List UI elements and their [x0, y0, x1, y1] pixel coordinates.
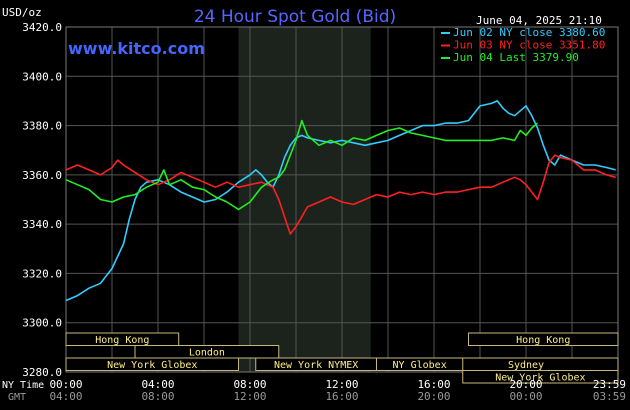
- y-axis-unit-label: USD/oz: [2, 6, 42, 19]
- market-box: [65, 357, 239, 371]
- shaded-session: [238, 27, 371, 372]
- y-tick-label: 3340.0: [22, 218, 62, 231]
- market-box: [65, 332, 180, 346]
- x-tick-label-gmt: 16:00: [325, 390, 358, 403]
- y-tick-label: 3380.0: [22, 120, 62, 133]
- x-tick-label-ny: 08:00: [233, 378, 266, 391]
- x-tick-label-ny: 12:00: [325, 378, 358, 391]
- series-line-3: [65, 119, 539, 211]
- x-tick-label-gmt: 00:00: [509, 390, 542, 403]
- market-box: [462, 370, 619, 384]
- y-tick-label: 3300.0: [22, 317, 62, 330]
- market-label: Hong Kong: [95, 335, 149, 346]
- x-tick-label-ny: 00:00: [49, 378, 82, 391]
- chart-title: 24 Hour Spot Gold (Bid): [194, 7, 396, 27]
- legend-label: Jun 04 Last 3379.90: [453, 51, 579, 64]
- gmt-label: GMT: [8, 392, 26, 403]
- y-tick-label: 3400.0: [22, 70, 62, 83]
- timestamp-label: June 04, 2025 21:10: [476, 14, 602, 27]
- x-tick-label-gmt: 12:00: [233, 390, 266, 403]
- x-tick-label-ny: 20:00: [509, 378, 542, 391]
- market-box: [376, 357, 464, 371]
- y-tick-label: 3360.0: [22, 169, 62, 182]
- x-tick-label-ny: 23:59: [593, 378, 626, 391]
- legend-label: Jun 02 NY close 3380.60: [453, 26, 605, 39]
- x-tick-label-ny: 04:00: [141, 378, 174, 391]
- market-label: Sydney: [508, 360, 544, 371]
- x-tick-label-ny: 16:00: [417, 378, 450, 391]
- market-label: London: [189, 348, 225, 359]
- market-box: [468, 332, 619, 346]
- market-label: Hong Kong: [516, 335, 570, 346]
- market-label: New York Globex: [495, 373, 585, 384]
- x-tick-label-gmt: 03:59: [593, 390, 626, 403]
- series-line-1: [65, 100, 616, 302]
- grid: [65, 26, 619, 373]
- shaded-band: [238, 27, 371, 372]
- legend-label: Jun 03 NY close 3351.80: [453, 39, 605, 52]
- x-tick-label-gmt: 08:00: [141, 390, 174, 403]
- series-line-2: [65, 154, 616, 235]
- market-sessions: Hong Kong Hong Kong London Sydney New York G…: [65, 332, 619, 384]
- x-tick-label-gmt: 04:00: [49, 390, 82, 403]
- series-lines: [65, 100, 616, 302]
- y-tick-label: 3420.0: [22, 21, 62, 34]
- market-label: New York NYMEX: [274, 360, 358, 371]
- x-tick-label-gmt: 20:00: [417, 390, 450, 403]
- y-tick-label: 3320.0: [22, 267, 62, 280]
- market-label: NY Globex: [393, 360, 447, 371]
- ny-time-label: NY Time: [2, 380, 44, 391]
- website-label: www.kitco.com: [68, 39, 205, 58]
- axes: 3420.0 3400.0 3380.0 3360.0 3340.0 3320.0 3300…: [22, 21, 626, 403]
- y-tick-label: 3280.0: [22, 366, 62, 379]
- market-label: New York Globex: [107, 360, 197, 371]
- plot-frame: [65, 26, 619, 373]
